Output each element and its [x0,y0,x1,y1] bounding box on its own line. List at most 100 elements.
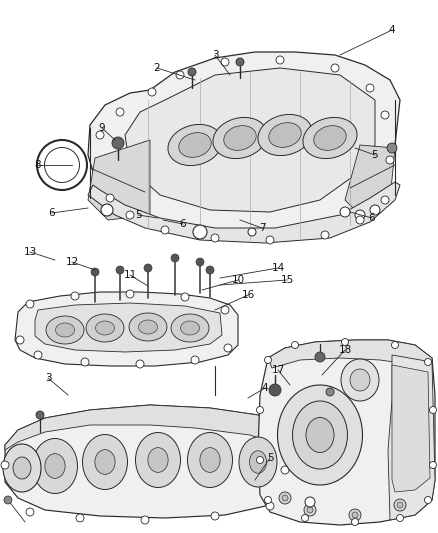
Ellipse shape [303,117,357,159]
Polygon shape [392,365,430,492]
Circle shape [281,466,289,474]
Ellipse shape [46,316,84,344]
Circle shape [34,351,42,359]
Text: 6: 6 [49,208,55,218]
Ellipse shape [278,385,363,485]
Text: 13: 13 [23,247,37,257]
Circle shape [282,495,288,501]
Circle shape [1,461,9,469]
Circle shape [305,497,315,507]
Text: 5: 5 [267,453,273,463]
Circle shape [342,338,349,345]
Circle shape [36,411,44,419]
Ellipse shape [341,359,379,401]
Circle shape [430,462,437,469]
Ellipse shape [45,148,80,182]
Polygon shape [5,405,288,518]
Ellipse shape [239,437,277,487]
Circle shape [396,514,403,521]
Circle shape [430,407,437,414]
Circle shape [340,207,350,217]
Text: 10: 10 [231,275,244,285]
Circle shape [141,516,149,524]
Circle shape [221,306,229,314]
Circle shape [188,68,196,76]
Circle shape [394,499,406,511]
Ellipse shape [314,126,346,150]
Ellipse shape [350,369,370,391]
Circle shape [26,300,34,308]
Text: 6: 6 [369,213,375,223]
Circle shape [331,64,339,72]
Ellipse shape [171,314,209,342]
Circle shape [136,360,144,368]
Ellipse shape [13,457,31,479]
Circle shape [386,156,394,164]
Circle shape [181,293,189,301]
Circle shape [307,507,313,513]
Text: 4: 4 [389,25,396,35]
Ellipse shape [3,444,41,492]
Circle shape [321,231,329,239]
Circle shape [76,514,84,522]
Circle shape [116,108,124,116]
Circle shape [26,508,34,516]
Text: 18: 18 [339,345,352,355]
Circle shape [176,71,184,79]
Circle shape [4,496,12,504]
Circle shape [304,504,316,516]
Circle shape [381,111,389,119]
Ellipse shape [95,450,115,474]
Circle shape [424,359,431,366]
Polygon shape [258,340,435,525]
Ellipse shape [187,432,233,488]
Circle shape [101,204,113,216]
Circle shape [352,519,358,526]
Circle shape [148,88,156,96]
Circle shape [265,357,272,364]
Polygon shape [388,355,435,520]
Ellipse shape [138,320,158,334]
Circle shape [126,290,134,298]
Text: 5: 5 [135,210,141,220]
Circle shape [266,236,274,244]
Circle shape [116,266,124,274]
Circle shape [301,514,308,521]
Circle shape [193,225,207,239]
Circle shape [387,143,397,153]
Ellipse shape [258,115,312,156]
Circle shape [112,137,124,149]
Polygon shape [125,68,375,212]
Circle shape [221,58,229,66]
Polygon shape [345,145,395,215]
Text: 12: 12 [65,257,79,267]
Circle shape [171,254,179,262]
Ellipse shape [82,434,127,489]
Text: 11: 11 [124,270,137,280]
Text: 6: 6 [180,219,186,229]
Circle shape [161,226,169,234]
Polygon shape [88,182,400,243]
Circle shape [355,210,365,220]
Ellipse shape [269,123,301,147]
Polygon shape [88,52,400,238]
Circle shape [356,216,364,224]
Circle shape [191,356,199,364]
Ellipse shape [95,321,114,335]
Circle shape [292,342,299,349]
Polygon shape [268,340,432,372]
Ellipse shape [56,323,74,337]
Circle shape [349,509,361,521]
Circle shape [326,388,334,396]
Ellipse shape [213,117,267,159]
Polygon shape [88,140,150,220]
Circle shape [126,211,134,219]
Circle shape [366,84,374,92]
Ellipse shape [200,448,220,472]
Circle shape [276,56,284,64]
Circle shape [71,292,79,300]
Circle shape [352,512,358,518]
Circle shape [265,497,272,504]
Ellipse shape [179,133,211,157]
Circle shape [96,131,104,139]
